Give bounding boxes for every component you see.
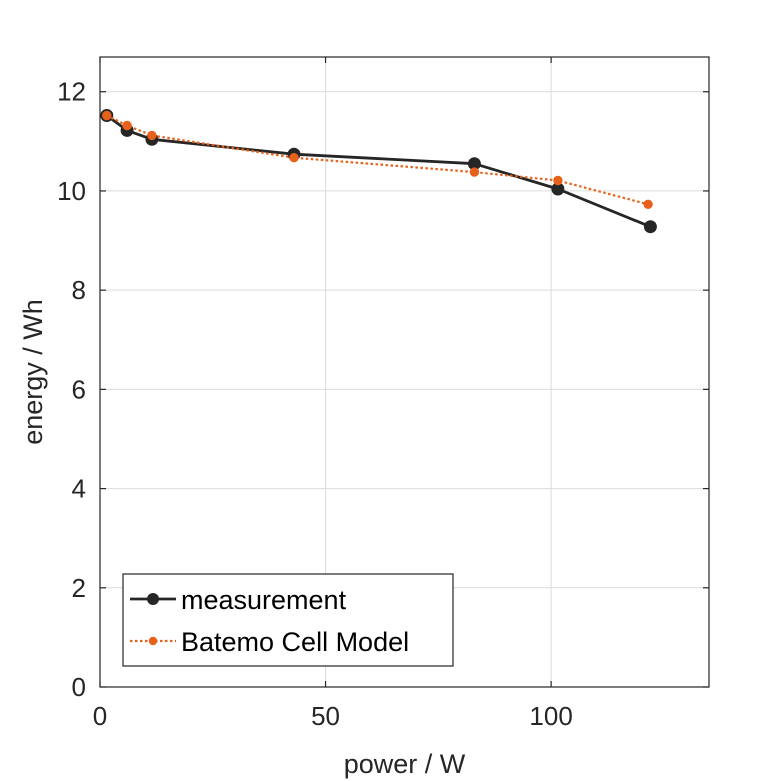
- legend-entry-measurement: measurement: [130, 585, 347, 615]
- legend-entry-batemo-cell-model: Batemo Cell Model: [130, 627, 409, 657]
- legend-marker-batemo-cell-model: [148, 636, 158, 646]
- y-tick-label-4: 4: [72, 474, 86, 504]
- legend-label-measurement: measurement: [181, 585, 347, 615]
- y-tick-label-6: 6: [72, 374, 86, 404]
- y-tick-label-8: 8: [72, 275, 86, 305]
- data-point-batemo-cell-model-2: [147, 130, 157, 141]
- x-tick-label-0: 0: [93, 701, 107, 731]
- data-point-measurement-6: [643, 220, 657, 234]
- legend-marker-measurement: [147, 593, 159, 605]
- ticks: 0 50 100 0 2 4 6 8 10 12: [57, 57, 709, 731]
- data-point-batemo-cell-model-4: [469, 167, 480, 177]
- y-axis-label: energy / Wh: [18, 299, 48, 445]
- y-tick-label-10: 10: [57, 176, 86, 206]
- x-tick-label-100: 100: [529, 701, 572, 731]
- series-layer: [100, 109, 657, 234]
- data-point-batemo-cell-model-1: [122, 120, 132, 131]
- y-tick-label-0: 0: [72, 672, 86, 702]
- data-point-batemo-cell-model-5: [553, 175, 563, 186]
- x-axis-label: power / W: [344, 749, 466, 779]
- legend-box: [122, 573, 454, 667]
- legend: measurement Batemo Cell Model: [122, 573, 454, 667]
- plot-frame: [99, 56, 710, 688]
- series-batemo-cell-model: [102, 110, 653, 210]
- data-point-batemo-cell-model-0: [102, 110, 112, 121]
- data-point-batemo-cell-model-3: [289, 153, 299, 163]
- y-tick-label-2: 2: [72, 573, 86, 603]
- x-tick-label-50: 50: [311, 701, 340, 731]
- y-tick-label-12: 12: [57, 77, 86, 107]
- legend-label-batemo-cell-model: Batemo Cell Model: [181, 627, 409, 657]
- data-point-batemo-cell-model-6: [643, 199, 653, 210]
